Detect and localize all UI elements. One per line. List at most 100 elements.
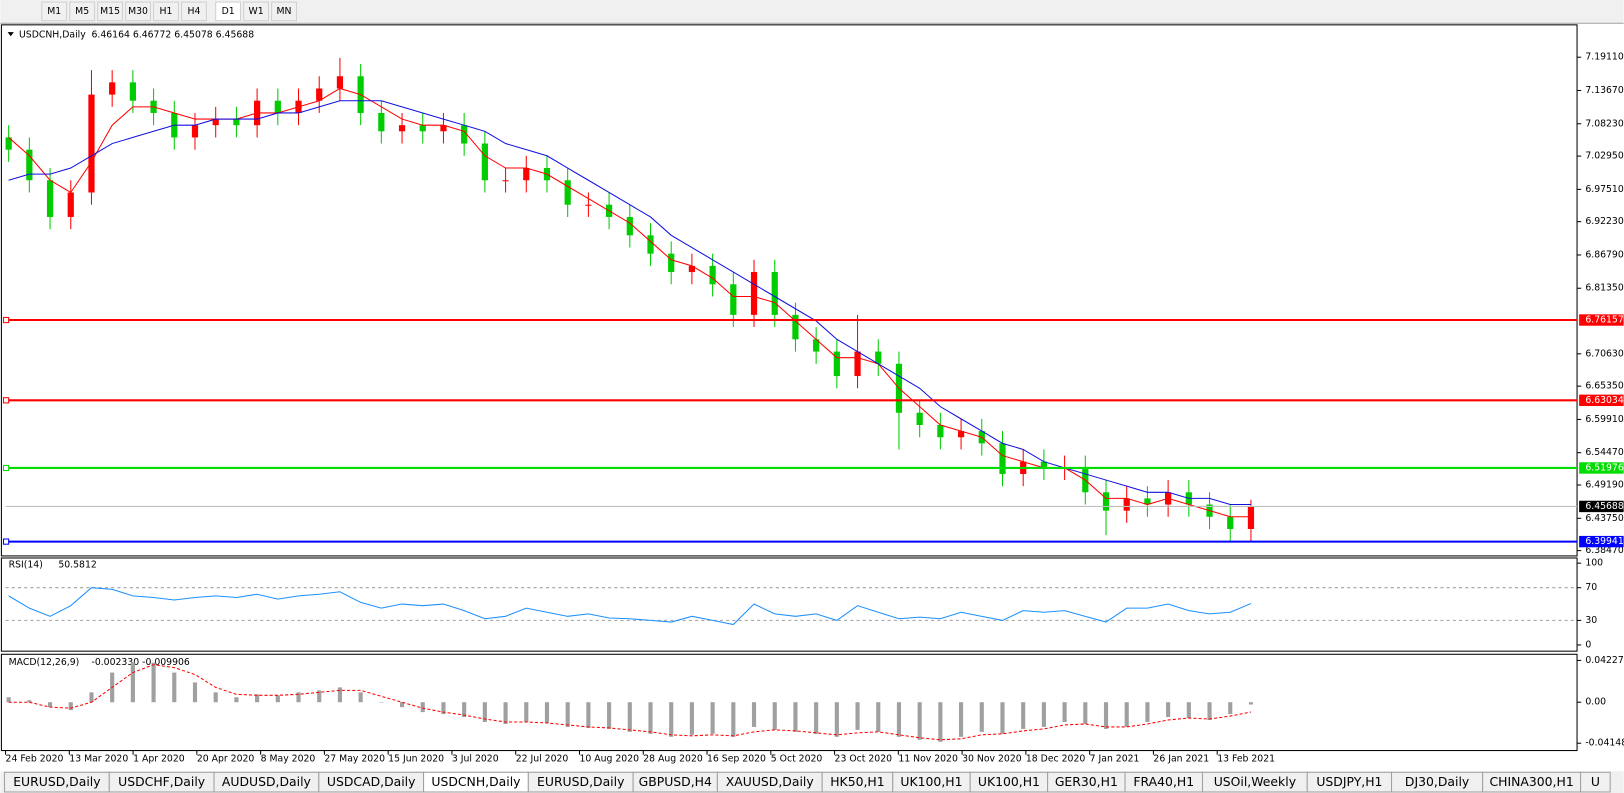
macd-bar [607,702,612,729]
candle-body [109,82,116,95]
candle-body [67,192,74,217]
x-tick-label: 24 Feb 2020 [6,753,64,764]
macd-bar [296,692,301,703]
y-tick-label: 7.13670 [1585,85,1624,96]
tab-label: UK100,H1 [900,774,962,789]
main-panel [0,24,1578,557]
macd-panel [0,653,1578,752]
candle-body [1123,498,1130,511]
timeframe-button[interactable] [181,1,207,22]
macd-bar [586,702,591,728]
timeframe-label: M1 [47,6,61,17]
moving-average [8,100,1251,506]
x-tick-label: 27 May 2020 [324,753,385,764]
macd-bar [6,697,11,703]
timeframe-button[interactable] [97,1,124,22]
y-tick-label: 7.08230 [1585,118,1624,129]
macd-bar [151,662,156,703]
x-tick-label: 11 Nov 2020 [898,753,958,764]
timeframe-label: MN [277,6,292,17]
macd-bar [255,694,260,703]
x-tick-label: 13 Mar 2020 [69,753,128,764]
y-tick-label: 0 [1585,639,1591,650]
y-tick-label: 6.54470 [1585,447,1624,458]
timeframe-button[interactable] [125,1,151,22]
timeframe-label: M5 [75,6,89,17]
tab-label: USOil,Weekly [1214,774,1296,789]
candle-body [709,265,716,285]
candle-body [564,180,571,205]
candle-body [502,180,509,182]
timeframe-button[interactable] [41,1,68,22]
tab-label: U [1591,774,1600,789]
candle-body [233,119,240,126]
tab-label: HK50,H1 [830,774,884,789]
tab-label: EURUSD,Daily [537,774,624,789]
x-tick-label: 3 Jul 2020 [452,753,499,764]
macd-title: MACD(12,26,9) [9,657,80,668]
macd-bar [1145,702,1150,722]
macd-bar [503,702,508,724]
y-tick-label: 70 [1585,582,1597,593]
timeframe-button[interactable] [153,1,179,22]
macd-bar [669,702,674,737]
x-tick-label: 8 May 2020 [261,753,316,764]
macd-bar [172,672,177,703]
candle-body [875,351,882,364]
candle-body [212,119,219,126]
timeframe-label: M30 [128,6,148,17]
macd-bar [731,702,736,737]
y-tick-label: 7.02950 [1585,151,1624,162]
macd-bar [627,702,632,732]
x-tick-label: 13 Feb 2021 [1217,753,1275,764]
tab[interactable] [1580,771,1611,793]
tab-label: USDCHF,Daily [118,774,205,789]
level-handle [2,316,10,324]
candle-body [191,125,199,138]
candle-body [916,412,923,425]
candle-body [957,431,965,438]
current-price-bg [1579,500,1624,513]
y-tick-label: 6.59910 [1585,414,1624,425]
candle-body [419,125,426,132]
tab-label: CHINA300,H1 [1489,774,1573,789]
rsi-value: 50.5812 [58,560,96,571]
timeframe-button[interactable] [69,1,96,22]
macd-bar [814,702,819,734]
macd-bar [959,702,964,737]
level-label-bg [1579,535,1624,548]
timeframe-label: H4 [188,6,201,17]
macd-bar [524,702,529,722]
macd-bar [938,702,943,742]
macd-bar [213,692,218,703]
timeframe-button[interactable] [243,1,270,22]
level-label: 6.76157 [1585,315,1624,326]
macd-bar [710,702,715,734]
x-tick-label: 23 Oct 2020 [835,753,893,764]
candle-body [316,88,323,101]
candle-body [523,168,530,181]
timeframe-button[interactable] [271,1,297,22]
candle-body [730,284,737,315]
macd-bar [917,702,922,740]
macd-bar [1166,702,1171,718]
macd-bar [234,697,239,703]
candle-body [1227,516,1234,530]
x-tick-label: 18 Dec 2020 [1026,753,1085,764]
macd-bar [1021,702,1026,729]
candle-body [440,125,447,132]
macd-bar [379,702,384,703]
x-tick-label: 30 Nov 2020 [962,753,1022,764]
x-tick-label: 10 Aug 2020 [579,753,639,764]
timeframe-button[interactable] [215,1,242,22]
y-tick-label: 100 [1585,558,1603,569]
macd-values: -0.002330 -0.009906 [91,657,189,668]
timeframe-label: M15 [100,6,120,17]
macd-bar [358,692,363,703]
macd-bar [855,702,860,730]
candle-body [813,339,820,352]
candle-body [999,443,1006,474]
y-tick-label: 0.00 [1585,697,1606,708]
macd-bar [89,692,94,703]
